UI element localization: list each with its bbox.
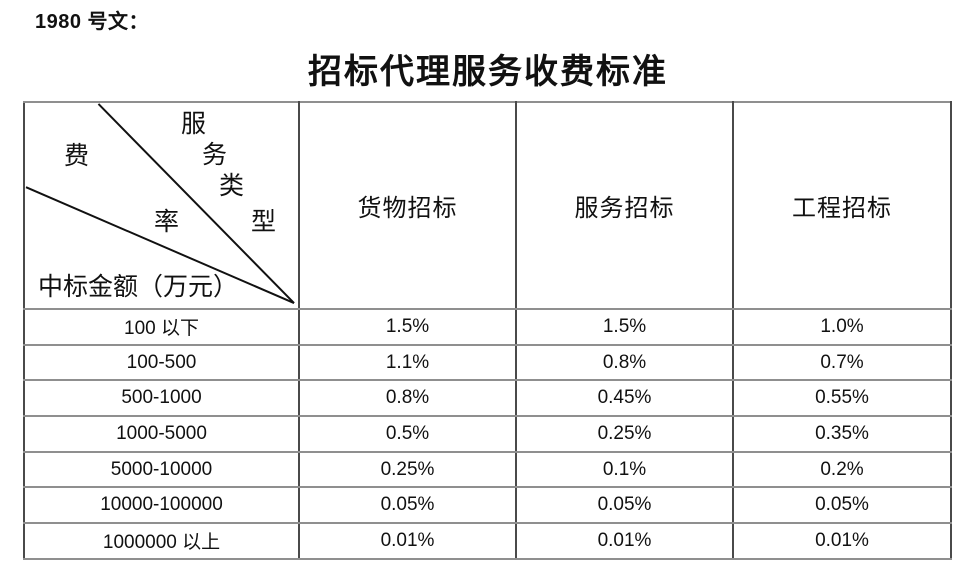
row-label-amount-range: 100 以下 — [23, 308, 300, 346]
row-label-amount-range: 1000-5000 — [23, 415, 300, 453]
fee-rate-value: 0.05% — [515, 486, 734, 525]
fee-rate-value: 0.45% — [515, 379, 734, 418]
doc-reference-number: 1980 号文： — [35, 11, 150, 33]
corner-col-axis-char: 类 — [219, 173, 245, 200]
fee-rate-value: 0.2% — [732, 450, 952, 489]
column-header-works-bidding: 工程招标 — [732, 101, 952, 310]
fee-rate-value: 1.5% — [298, 308, 517, 346]
table-row: 100 以下 1.5% 1.5% 1.0% — [23, 308, 952, 346]
corner-col-axis-char: 型 — [251, 209, 277, 236]
column-header-services-bidding: 服务招标 — [515, 101, 734, 310]
fee-rate-value: 0.05% — [298, 486, 517, 525]
fee-rate-value: 1.0% — [732, 308, 952, 346]
fee-rate-value: 0.05% — [732, 486, 952, 525]
fee-rate-value: 0.25% — [298, 450, 517, 489]
row-label-amount-range: 1000000 以上 — [23, 522, 300, 560]
fee-rate-value: 0.8% — [515, 343, 734, 382]
table-row: 1000-5000 0.5% 0.25% 0.35% — [23, 415, 952, 453]
page-title: 招标代理服务收费标准 — [308, 54, 668, 91]
table-row: 5000-10000 0.25% 0.1% 0.2% — [23, 450, 952, 489]
fee-rate-value: 0.7% — [732, 343, 952, 382]
row-label-amount-range: 5000-10000 — [23, 450, 300, 489]
corner-col-axis-char: 务 — [202, 142, 228, 169]
fee-table: 服 务 类 型 费 率 中标金额（万元） 货物招标 服务招标 工程招标 100 … — [23, 101, 952, 560]
row-label-amount-range: 500-1000 — [23, 379, 300, 418]
fee-rate-value: 0.01% — [515, 522, 734, 560]
corner-col-axis-char: 服 — [181, 111, 207, 138]
table-row: 10000-100000 0.05% 0.05% 0.05% — [23, 486, 952, 525]
table-header-row: 服 务 类 型 费 率 中标金额（万元） 货物招标 服务招标 工程招标 — [23, 101, 952, 310]
row-label-amount-range: 10000-100000 — [23, 486, 300, 525]
table-row: 100-500 1.1% 0.8% 0.7% — [23, 343, 952, 382]
fee-rate-value: 0.01% — [298, 522, 517, 560]
fee-rate-value: 1.5% — [515, 308, 734, 346]
fee-rate-value: 0.55% — [732, 379, 952, 418]
fee-table-body: 100 以下 1.5% 1.5% 1.0% 100-500 1.1% 0.8% 0.7% 500… — [23, 308, 952, 560]
fee-rate-value: 0.25% — [515, 415, 734, 453]
diagonal-divider-lines — [25, 103, 295, 304]
table-corner-cell: 服 务 类 型 费 率 中标金额（万元） — [23, 101, 300, 310]
fee-rate-value: 0.8% — [298, 379, 517, 418]
column-header-goods-bidding: 货物招标 — [298, 101, 517, 310]
corner-rate-char: 费 — [64, 143, 90, 170]
row-label-amount-range: 100-500 — [23, 343, 300, 382]
table-row: 500-1000 0.8% 0.45% 0.55% — [23, 379, 952, 418]
fee-rate-value: 0.01% — [732, 522, 952, 560]
corner-rate-char: 率 — [154, 209, 180, 236]
table-row: 1000000 以上 0.01% 0.01% 0.01% — [23, 522, 952, 560]
fee-rate-value: 0.35% — [732, 415, 952, 453]
corner-row-axis-label: 中标金额（万元） — [38, 274, 239, 301]
fee-rate-value: 0.1% — [515, 450, 734, 489]
fee-rate-value: 0.5% — [298, 415, 517, 453]
fee-rate-value: 1.1% — [298, 343, 517, 382]
